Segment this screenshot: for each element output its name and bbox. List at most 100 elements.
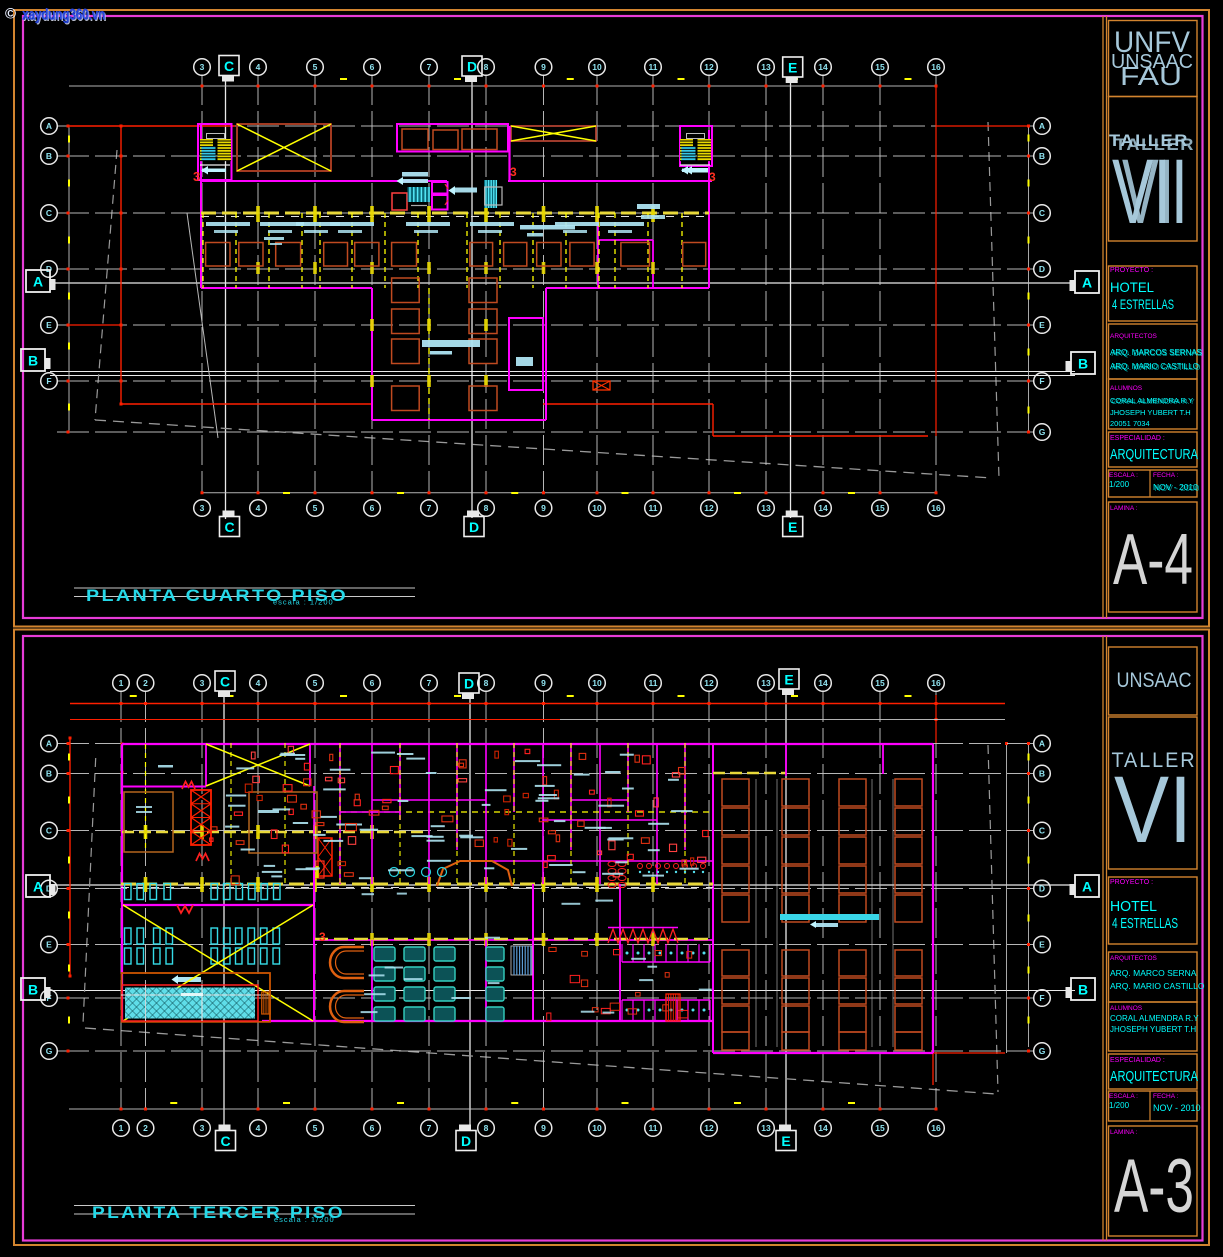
- svg-text:ARQ. DARCOS SERNAS: ARQ. DARCOS SERNAS: [1112, 349, 1203, 358]
- svg-text:C: C: [220, 674, 230, 690]
- svg-text:F: F: [46, 376, 51, 386]
- svg-text:5: 5: [313, 1123, 318, 1133]
- svg-text:3: 3: [193, 169, 200, 184]
- svg-text:9: 9: [541, 1123, 546, 1133]
- svg-text:A: A: [46, 121, 52, 131]
- svg-text:ARQUITECTOS: ARQUITECTOS: [1110, 955, 1157, 962]
- svg-text:E: E: [1039, 320, 1045, 330]
- svg-text:7: 7: [427, 62, 432, 72]
- svg-text:A-4: A-4: [1113, 520, 1193, 600]
- svg-text:FECHA :: FECHA :: [1153, 1093, 1178, 1100]
- svg-text:15: 15: [875, 1123, 885, 1133]
- svg-text:CORAL ALMENDRA R.Y: CORAL ALMENDRA R.Y: [1112, 397, 1195, 406]
- svg-text:7: 7: [427, 1123, 432, 1133]
- svg-text:E: E: [788, 519, 797, 535]
- svg-text:D: D: [1039, 264, 1045, 274]
- svg-text:ARQUITECTOS: ARQUITECTOS: [1110, 333, 1157, 340]
- svg-text:escala : 1/200: escala : 1/200: [274, 1215, 335, 1224]
- svg-text:E: E: [46, 320, 52, 330]
- svg-text:UNFV: UNFV: [1114, 26, 1190, 59]
- svg-text:xaydung360.vn: xaydung360.vn: [23, 7, 106, 24]
- svg-text:CORAL ALMENDRA R.Y: CORAL ALMENDRA R.Y: [1110, 1014, 1199, 1023]
- svg-text:4 ESTRELLAS: 4 ESTRELLAS: [1112, 296, 1174, 312]
- svg-text:12: 12: [704, 62, 714, 72]
- svg-text:ESPECIALIDAD :: ESPECIALIDAD :: [1110, 1057, 1165, 1064]
- svg-text:ARQ. MARCOS SERNAS: ARQ. MARCOS SERNAS: [1110, 348, 1202, 357]
- svg-text:B: B: [1078, 982, 1088, 998]
- svg-text:6: 6: [370, 62, 375, 72]
- svg-text:CORAL ALMENDRA R.Y: CORAL ALMENDRA R.Y: [1110, 396, 1193, 405]
- svg-text:A: A: [1082, 275, 1092, 291]
- svg-text:PLANTA CUARTO PISO: PLANTA CUARTO PISO: [86, 587, 348, 605]
- svg-text:14: 14: [818, 503, 828, 513]
- svg-text:PROYECTO :: PROYECTO :: [1110, 879, 1153, 886]
- svg-text:B: B: [1078, 356, 1088, 372]
- svg-text:2: 2: [143, 678, 148, 688]
- svg-text:16: 16: [931, 678, 941, 688]
- svg-text:ARQ. MARIO CASTILLO: ARQ. MARIO CASTILLO: [1110, 981, 1205, 991]
- svg-text:ESCALA :: ESCALA :: [1109, 472, 1138, 479]
- svg-text:PLANTA TERCER PISO: PLANTA TERCER PISO: [92, 1204, 345, 1222]
- svg-text:1/200: 1/200: [1109, 480, 1130, 489]
- svg-text:C: C: [224, 58, 234, 74]
- svg-text:PROYECTO :: PROYECTO :: [1110, 267, 1153, 274]
- svg-text:8: 8: [484, 503, 489, 513]
- svg-text:NOV - 2010: NOV - 2010: [1153, 1103, 1201, 1113]
- svg-text:A: A: [1082, 879, 1092, 895]
- svg-text:ALUMNOS: ALUMNOS: [1110, 1005, 1143, 1012]
- svg-text:VI: VI: [1122, 141, 1174, 243]
- svg-text:6: 6: [370, 1123, 375, 1133]
- svg-text:E: E: [781, 1133, 790, 1149]
- svg-text:12: 12: [704, 1123, 714, 1133]
- svg-text:A: A: [1039, 739, 1045, 749]
- svg-text:16: 16: [931, 503, 941, 513]
- svg-text:8: 8: [484, 678, 489, 688]
- svg-text:escala : 1/200: escala : 1/200: [273, 598, 334, 607]
- svg-text:ARQUITECTURA: ARQUITECTURA: [1110, 447, 1198, 463]
- svg-text:A: A: [46, 739, 52, 749]
- svg-text:4 ESTRELLAS: 4 ESTRELLAS: [1112, 915, 1178, 932]
- svg-text:B: B: [46, 769, 52, 779]
- svg-text:3: 3: [200, 62, 205, 72]
- svg-text:3: 3: [200, 503, 205, 513]
- svg-text:11: 11: [649, 1123, 658, 1133]
- svg-text:ARQ. MARIO CASTILLO: ARQ. MARIO CASTILLO: [1110, 362, 1199, 371]
- svg-text:11: 11: [649, 678, 658, 688]
- svg-text:4: 4: [256, 678, 261, 688]
- svg-text:LAMINA :: LAMINA :: [1110, 1129, 1138, 1136]
- svg-text:10: 10: [592, 1123, 602, 1133]
- svg-text:ESCALA :: ESCALA :: [1109, 1093, 1138, 1100]
- svg-text:A: A: [1039, 121, 1045, 131]
- svg-text:4: 4: [256, 1123, 261, 1133]
- svg-text:3: 3: [200, 678, 205, 688]
- svg-text:xaydung360.vn: xaydung360.vn: [22, 7, 105, 24]
- svg-text:G: G: [1039, 1046, 1046, 1056]
- svg-text:15: 15: [875, 503, 885, 513]
- svg-text:E: E: [784, 672, 793, 688]
- svg-text:A: A: [33, 274, 43, 290]
- svg-text:F: F: [1039, 993, 1044, 1003]
- svg-text:13: 13: [761, 62, 771, 72]
- svg-text:xaydung360.vn: xaydung360.vn: [24, 8, 107, 25]
- svg-text:NOV - 2000: NOV - 2000: [1155, 483, 1200, 493]
- svg-text:E: E: [46, 940, 52, 950]
- svg-text:11: 11: [649, 62, 658, 72]
- svg-text:9: 9: [541, 62, 546, 72]
- svg-text:13: 13: [761, 1123, 771, 1133]
- svg-text:B: B: [1039, 151, 1045, 161]
- svg-text:VII: VII: [1112, 141, 1188, 243]
- svg-text:13: 13: [761, 503, 771, 513]
- svg-text:3: 3: [200, 1123, 205, 1133]
- svg-text:C: C: [220, 1133, 230, 1149]
- svg-text:NOV - 2010: NOV - 2010: [1153, 482, 1198, 492]
- svg-text:10: 10: [592, 678, 602, 688]
- svg-text:3: 3: [319, 930, 326, 944]
- svg-text:B: B: [28, 353, 38, 369]
- svg-text:LAMINA :: LAMINA :: [1110, 505, 1138, 512]
- svg-text:5: 5: [313, 678, 318, 688]
- svg-text:9: 9: [541, 503, 546, 513]
- svg-text:C: C: [46, 208, 52, 218]
- svg-text:12: 12: [704, 503, 714, 513]
- svg-text:10: 10: [592, 503, 602, 513]
- svg-text:3: 3: [709, 170, 716, 184]
